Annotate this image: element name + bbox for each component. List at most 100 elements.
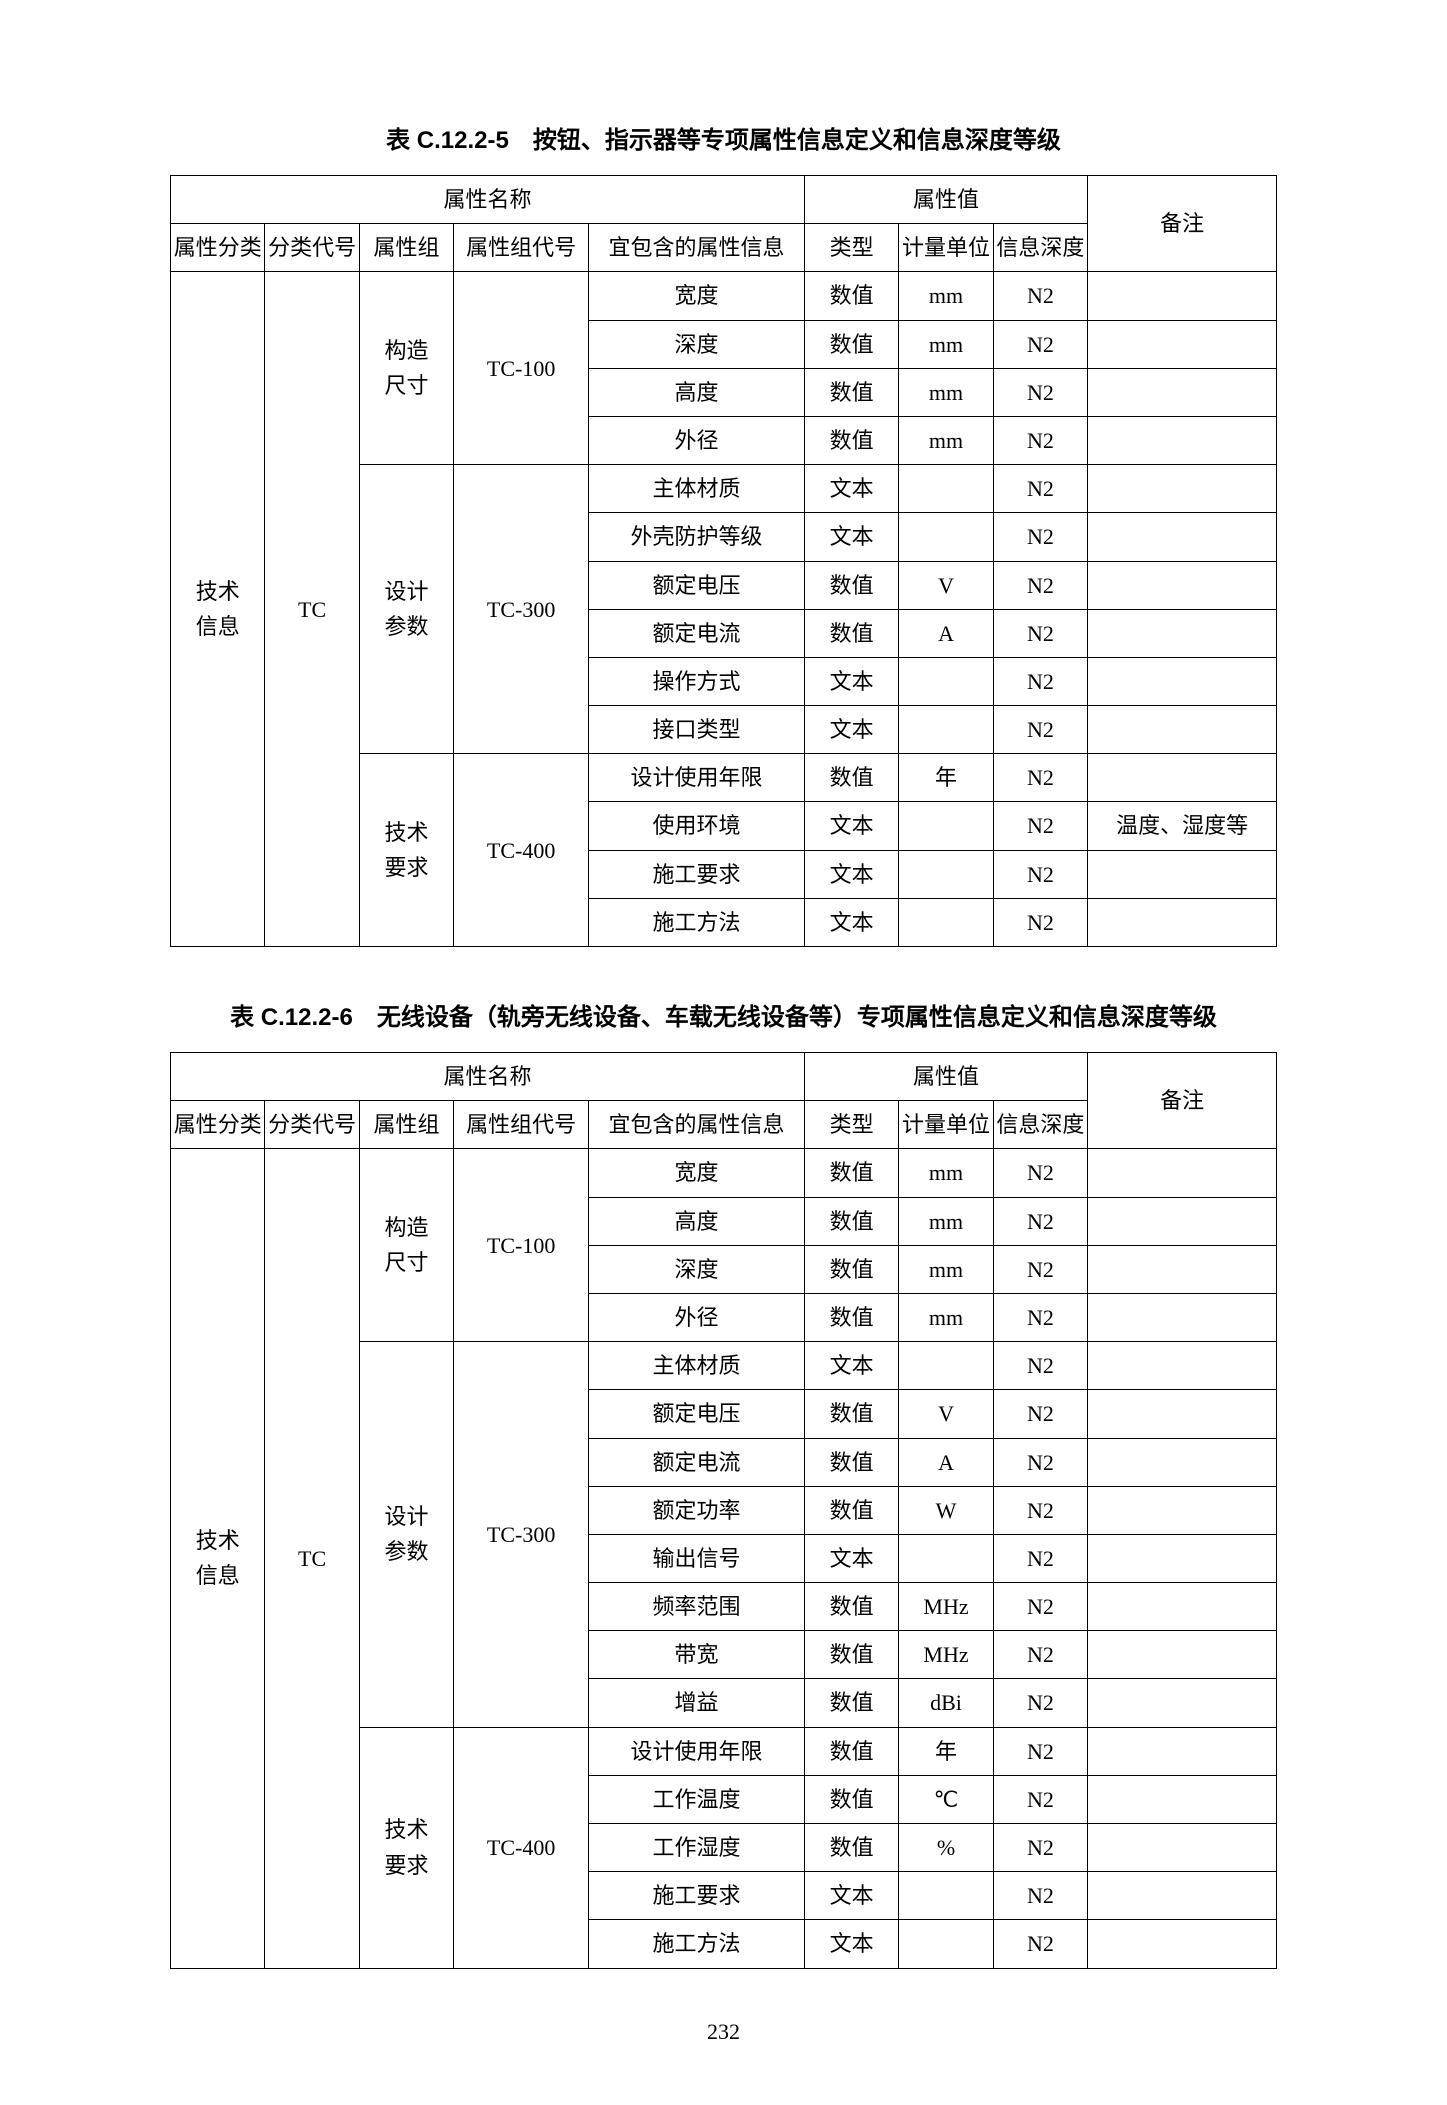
table-cell: N2 [993,754,1087,802]
table-cell [899,706,993,754]
table-cell: N2 [993,1342,1087,1390]
table-cell [1088,368,1277,416]
table-cell: 数值 [804,1583,898,1631]
hdr-cat-code: 分类代号 [265,224,359,272]
table1-body: 技术 信息TC构造 尺寸TC-100宽度数值mmN2深度数值mmN2高度数值mm… [171,272,1277,947]
table-cell [1088,609,1277,657]
table-cell [899,850,993,898]
table-cell: 高度 [589,1197,805,1245]
table-cell: 文本 [804,1534,898,1582]
table-cell [1088,1583,1277,1631]
hdr-group-code: 属性组代号 [454,1101,589,1149]
table-cell: 数值 [804,1149,898,1197]
table-cell: 文本 [804,1342,898,1390]
table-cell: mm [899,320,993,368]
table-cell: 额定电流 [589,1438,805,1486]
table-cell: 数值 [804,561,898,609]
table-cell: N2 [993,272,1087,320]
table-cell: 数值 [804,1390,898,1438]
table-cell [1088,1679,1277,1727]
table-cell: N2 [993,1534,1087,1582]
table-cell [1088,1342,1277,1390]
hdr-attr-name: 属性名称 [171,1053,805,1101]
table-cell [1088,320,1277,368]
table-cell: N2 [993,657,1087,705]
table-cell: 数值 [804,1679,898,1727]
group-code-cell: TC-400 [454,754,589,947]
table-cell: mm [899,272,993,320]
table-cell: mm [899,1149,993,1197]
table-cell: N2 [993,513,1087,561]
hdr-unit: 计量单位 [899,224,993,272]
hdr-remark: 备注 [1088,176,1277,272]
table-cell: N2 [993,1631,1087,1679]
table-cell: 深度 [589,1245,805,1293]
table-cell: mm [899,1293,993,1341]
hdr-attr-value: 属性值 [804,1053,1087,1101]
table2-title: 表 C.12.2-6 无线设备（轨旁无线设备、车载无线设备等）专项属性信息定义和… [170,997,1277,1032]
table-cell: 外径 [589,416,805,464]
table-cell: 数值 [804,1824,898,1872]
table-cell: 文本 [804,706,898,754]
category-cell: 技术 信息 [171,1149,265,1968]
document-page: 表 C.12.2-5 按钮、指示器等专项属性信息定义和信息深度等级 属性名称 属… [0,0,1447,2105]
table-cell [1088,1824,1277,1872]
table-cell: mm [899,1245,993,1293]
table-cell: N2 [993,1390,1087,1438]
group-cell: 设计 参数 [359,1342,453,1728]
table-cell [1088,1197,1277,1245]
group-code-cell: TC-100 [454,272,589,465]
table-cell [1088,1775,1277,1823]
hdr-cat-code: 分类代号 [265,1101,359,1149]
hdr-attr-group: 属性组 [359,1101,453,1149]
table-cell: 文本 [804,513,898,561]
table-cell: V [899,561,993,609]
table-cell: % [899,1824,993,1872]
table-cell: N2 [993,1872,1087,1920]
table-cell: W [899,1486,993,1534]
table-cell [1088,706,1277,754]
table-cell: N2 [993,1197,1087,1245]
table-cell: mm [899,416,993,464]
table-cell: 设计使用年限 [589,1727,805,1775]
table-cell [1088,1149,1277,1197]
table-cell: 增益 [589,1679,805,1727]
table-cell: 工作温度 [589,1775,805,1823]
table-cell: ℃ [899,1775,993,1823]
table-cell: 文本 [804,1920,898,1968]
category-cell: 技术 信息 [171,272,265,947]
table-cell: 施工要求 [589,850,805,898]
table-cell: 宽度 [589,1149,805,1197]
table-cell: 数值 [804,320,898,368]
hdr-depth: 信息深度 [993,1101,1087,1149]
group-cell: 构造 尺寸 [359,1149,453,1342]
table-row: 技术 信息TC构造 尺寸TC-100宽度数值mmN2 [171,1149,1277,1197]
category-code-cell: TC [265,1149,359,1968]
table-cell: N2 [993,609,1087,657]
table-cell: 施工方法 [589,898,805,946]
table-cell: N2 [993,320,1087,368]
group-cell: 技术 要求 [359,754,453,947]
table-cell [899,1872,993,1920]
table-cell [899,1342,993,1390]
table-cell: dBi [899,1679,993,1727]
table-cell: 文本 [804,1872,898,1920]
table-cell: 操作方式 [589,657,805,705]
table-cell: 文本 [804,898,898,946]
table-cell: 文本 [804,465,898,513]
table-cell: N2 [993,1679,1087,1727]
table-cell [1088,272,1277,320]
table-cell: 数值 [804,272,898,320]
hdr-depth: 信息深度 [993,224,1087,272]
table-cell: 数值 [804,1293,898,1341]
table-cell [1088,1245,1277,1293]
table-cell [1088,657,1277,705]
group-cell: 设计 参数 [359,465,453,754]
table2: 属性名称 属性值 备注 属性分类 分类代号 属性组 属性组代号 宜包含的属性信息… [170,1052,1277,1969]
table-cell: mm [899,368,993,416]
table1: 属性名称 属性值 备注 属性分类 分类代号 属性组 属性组代号 宜包含的属性信息… [170,175,1277,947]
hdr-remark: 备注 [1088,1053,1277,1149]
table-cell: N2 [993,1149,1087,1197]
table-cell [1088,1920,1277,1968]
table-cell [899,513,993,561]
